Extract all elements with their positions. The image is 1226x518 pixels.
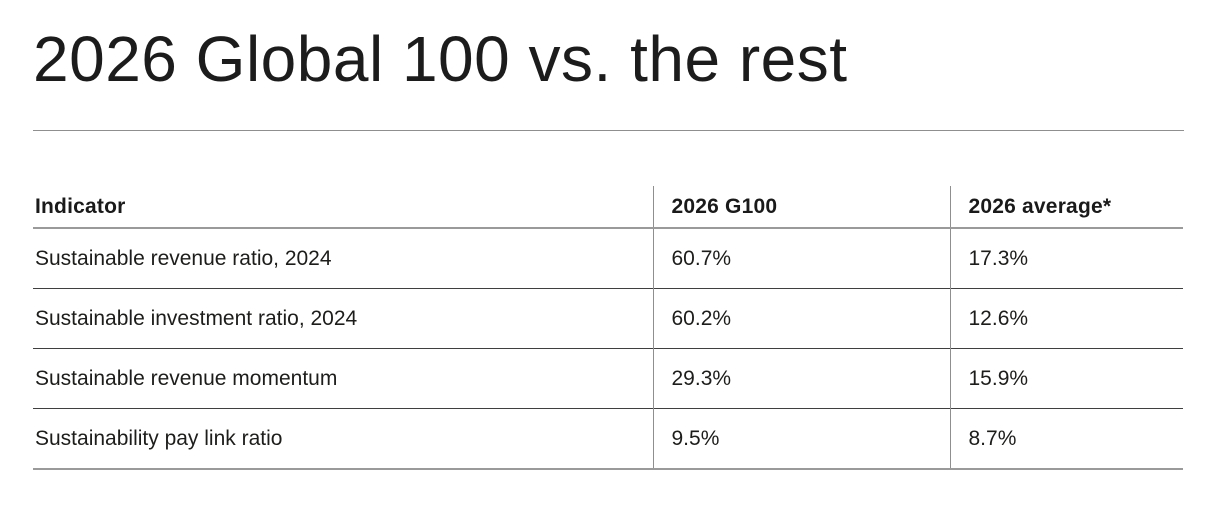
table-row: Sustainable investment ratio, 2024 60.2%… (33, 288, 1183, 349)
title-rule (33, 130, 1184, 131)
indicator-cell: Sustainable revenue ratio, 2024 (35, 246, 332, 270)
g100-value-cell: 60.7% (652, 228, 950, 289)
average-value-cell: 17.3% (949, 228, 1183, 289)
average-value-cell: 12.6% (949, 288, 1183, 349)
comparison-table: Indicator 2026 G100 2026 average* Sustai… (33, 186, 1183, 470)
table-row: Sustainability pay link ratio 9.5% 8.7% (33, 408, 1183, 469)
average-value-cell: 15.9% (949, 348, 1183, 409)
average-value-cell: 8.7% (949, 408, 1183, 469)
g100-value-cell: 29.3% (652, 348, 950, 409)
table-row: Sustainable revenue momentum 29.3% 15.9% (33, 348, 1183, 409)
indicator-cell: Sustainability pay link ratio (35, 426, 283, 450)
table-header-row: Indicator 2026 G100 2026 average* (33, 186, 1183, 229)
table-row: Sustainable revenue ratio, 2024 60.7% 17… (33, 228, 1183, 289)
indicator-cell: Sustainable revenue momentum (35, 366, 338, 390)
indicator-cell: Sustainable investment ratio, 2024 (35, 306, 358, 330)
column-header-indicator: Indicator (33, 186, 653, 229)
column-header-average: 2026 average* (949, 186, 1183, 229)
g100-value-cell: 9.5% (652, 408, 950, 469)
column-header-g100: 2026 G100 (652, 186, 950, 229)
g100-value-cell: 60.2% (652, 288, 950, 349)
page-title: 2026 Global 100 vs. the rest (33, 23, 848, 95)
